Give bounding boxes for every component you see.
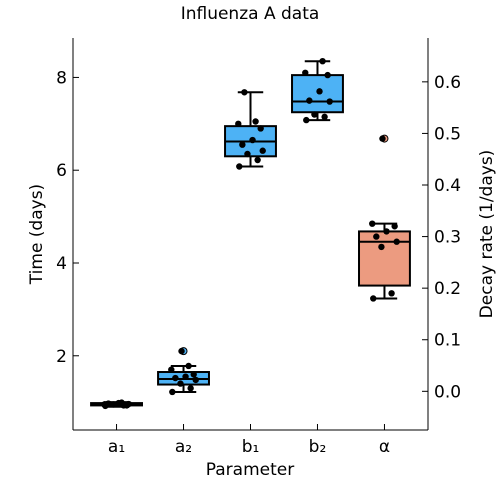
data-point [235,120,242,128]
data-point [123,402,130,409]
data-point [254,156,261,164]
data-point [192,376,199,384]
data-point [187,385,194,392]
data-point [178,347,185,355]
left-tick-label: 6 [56,161,67,181]
box-group-0 [90,399,143,410]
y-axis-right-title: Decay rate (1/days) [477,150,497,319]
left-tick-label: 8 [56,68,67,88]
right-tick-label: 0.2 [434,279,461,299]
data-point [110,401,117,408]
data-point [169,388,176,396]
right-tick-label: 0.4 [434,176,461,196]
x-axis-title: Parameter [206,460,294,480]
data-point [244,150,251,158]
data-point [168,366,175,373]
x-tick-label: b₁ [242,437,260,457]
data-point [369,220,376,227]
box [358,230,411,287]
data-point [177,380,184,387]
box-group-2 [224,89,277,170]
data-point [190,371,197,378]
data-point [259,147,266,154]
data-point [302,69,309,76]
data-point [306,97,313,104]
data-point [324,71,331,79]
data-point [326,98,333,105]
data-point [378,243,385,251]
box-group-3 [291,57,344,124]
data-point [257,125,264,132]
data-point [391,223,398,230]
x-tick-label: α [379,437,390,457]
data-point [236,163,243,170]
x-axis-ticks: a₁ a₂ b₁ b₂ α [108,424,390,457]
chart-title: Influenza A data [181,4,320,24]
y-axis-left-title: Time (days) [27,184,47,285]
x-tick-label: a₁ [108,437,125,457]
right-tick-label: 0.1 [434,331,461,351]
right-tick-label: 0.3 [434,228,461,248]
data-point [101,401,108,408]
left-tick-label: 4 [56,254,67,274]
data-point [379,135,386,142]
data-point [316,88,323,95]
data-point [172,374,179,382]
data-point [373,233,380,240]
left-tick-label: 2 [56,347,67,367]
data-point [303,116,310,124]
data-point [182,373,189,380]
data-point [311,111,318,118]
data-point [241,89,248,96]
right-tick-label: 0.6 [434,73,461,93]
data-point [319,57,326,65]
data-point [321,113,328,121]
data-point [252,118,259,125]
data-point [239,141,246,148]
right-tick-label: 0.5 [434,124,461,144]
box-group-4 [358,134,411,302]
data-point [388,290,395,297]
right-tick-label: 0.0 [434,382,461,402]
x-tick-label: a₂ [175,437,192,457]
data-point [249,136,256,144]
data-point [370,295,377,302]
data-point [185,362,192,370]
data-point [383,228,390,235]
left-axis-ticks: 2 4 6 8 [56,68,79,367]
x-tick-label: b₂ [309,437,327,457]
right-axis-ticks: 0.0 0.1 0.2 0.3 0.4 0.5 0.6 [422,73,461,402]
data-point [393,238,400,245]
data-point [118,399,125,406]
box-group-1 [157,347,210,396]
plot-area [90,57,411,410]
